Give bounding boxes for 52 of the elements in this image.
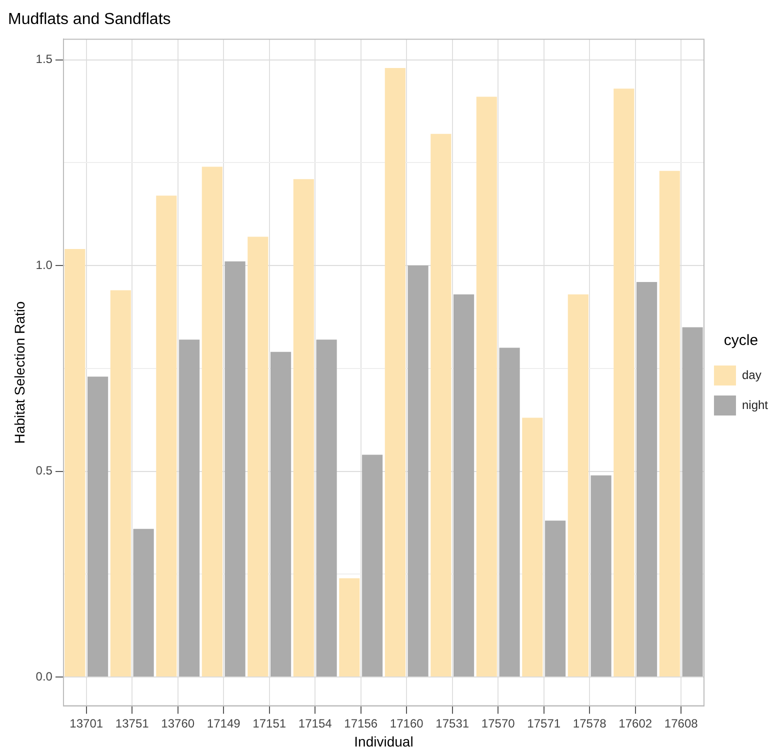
bar	[362, 454, 383, 676]
x-tick-label: 17578	[572, 716, 607, 730]
bar	[682, 327, 703, 676]
x-tick-label: 17149	[206, 716, 241, 730]
bar	[316, 340, 337, 676]
bar	[408, 266, 428, 676]
bar	[384, 68, 406, 676]
bar	[659, 170, 680, 676]
bar	[224, 261, 246, 676]
x-tick-label: 17156	[344, 716, 378, 730]
y-tick-label: 0.0	[36, 669, 53, 684]
bar	[293, 179, 314, 676]
legend-label: night	[742, 398, 769, 412]
x-tick-label: 13751	[115, 716, 150, 730]
bar	[248, 236, 268, 676]
y-tick-label: 1.5	[36, 52, 53, 66]
bar	[110, 290, 131, 676]
bar	[202, 166, 222, 676]
x-tick-label: 17602	[618, 716, 652, 730]
x-tick-label: 17154	[298, 716, 332, 730]
bar	[156, 196, 177, 676]
bar	[88, 376, 108, 676]
bar	[476, 96, 497, 676]
y-tick-label: 0.5	[36, 464, 53, 478]
x-tick-label: 17571	[527, 716, 561, 730]
y-tick-label: 1.0	[36, 258, 53, 272]
bar	[133, 528, 154, 676]
bar	[430, 134, 452, 676]
bar	[499, 348, 520, 676]
chart-title: Mudflats and Sandflats	[8, 11, 171, 28]
bar	[568, 294, 588, 676]
legend-label: day	[742, 368, 762, 382]
bar	[636, 282, 658, 676]
bar	[454, 294, 474, 676]
bar	[339, 578, 360, 676]
bar	[614, 88, 634, 676]
x-tick-label: 17570	[481, 716, 516, 730]
bar	[590, 475, 612, 676]
bar	[64, 249, 86, 676]
x-tick-label: 17531	[436, 716, 470, 730]
bar	[270, 352, 292, 676]
bar	[545, 520, 566, 676]
y-axis-title: Habitat Selection Ratio	[11, 301, 28, 444]
x-axis-title: Individual	[354, 733, 414, 750]
x-tick-label: 17160	[390, 716, 424, 730]
bar	[522, 418, 543, 676]
bar	[179, 340, 200, 676]
x-tick-label: 17608	[664, 716, 698, 730]
legend-title: cycle	[724, 332, 758, 350]
x-tick-label: 13701	[70, 716, 104, 730]
x-tick-label: 17151	[252, 716, 286, 730]
x-tick-label: 13760	[161, 716, 195, 730]
